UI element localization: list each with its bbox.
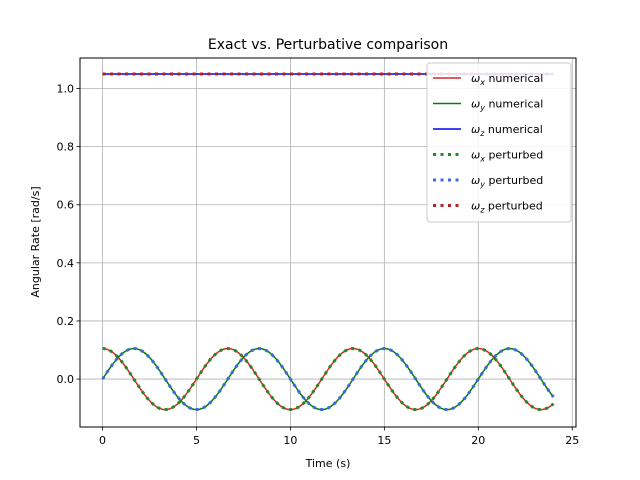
y-tick-label: 1.0 (57, 83, 75, 96)
y-tick-label: 0.0 (57, 373, 75, 386)
y-tick-label: 0.2 (57, 315, 75, 328)
x-tick-label: 25 (565, 434, 579, 447)
x-tick-label: 10 (283, 434, 297, 447)
x-tick-label: 5 (193, 434, 200, 447)
x-axis: 0 5 10 15 20 25 (99, 427, 579, 447)
legend-label: ωx numerical (471, 72, 543, 87)
series-line (101, 347, 555, 412)
legend-label: ωz numerical (471, 123, 543, 138)
legend-label: ωy perturbed (471, 174, 543, 189)
legend-label: ωx perturbed (471, 149, 543, 164)
legend-box (426, 62, 572, 223)
y-tick-label: 0.6 (57, 199, 75, 212)
x-tick-label: 0 (99, 434, 106, 447)
plot-frame (79, 57, 577, 428)
x-tick-label: 15 (377, 434, 391, 447)
legend: ωx numerical ωy numerical ωz numerical ωx p… (426, 62, 572, 223)
legend-label: ωz perturbed (471, 200, 543, 215)
y-axis: 0.0 0.2 0.4 0.6 0.8 1.0 (57, 83, 80, 386)
x-tick-label: 20 (471, 434, 485, 447)
y-tick-label: 0.8 (57, 141, 75, 154)
y-axis-label: Angular Rate [rad/s] (29, 186, 42, 297)
chart-title: Exact vs. Perturbative comparison (208, 37, 448, 53)
y-tick-label: 0.4 (57, 257, 75, 270)
legend-label: ωy numerical (471, 98, 543, 113)
x-axis-label: Time (s) (305, 457, 351, 470)
series-line (102, 347, 555, 412)
